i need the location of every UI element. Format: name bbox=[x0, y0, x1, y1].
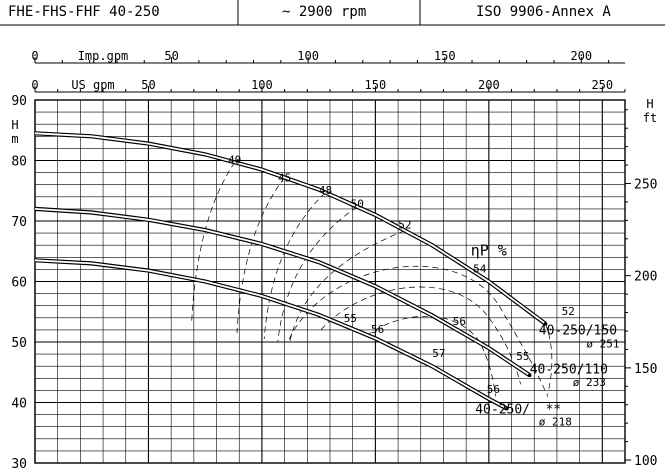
head-m-tick-label: 90 bbox=[11, 94, 27, 109]
efficiency-label: 52 bbox=[562, 305, 575, 318]
efficiency-iso-line bbox=[236, 177, 285, 333]
efficiency-label: 57 bbox=[432, 347, 445, 360]
efficiency-label: 56 bbox=[453, 315, 466, 328]
chart-labels: 40 45 48 50 52 54 52 55 56 56 57 55 56 ηP % 40-250/150… bbox=[228, 154, 619, 429]
imp-gpm-tick-label: 150 bbox=[434, 49, 456, 63]
us-gpm-tick-label: 250 bbox=[591, 78, 613, 92]
curve-label: 40-250/ bbox=[475, 402, 530, 417]
head-ft-axis-label: H bbox=[646, 97, 653, 111]
head-curve-inner bbox=[34, 259, 508, 410]
imp-gpm-tick-label: 0 bbox=[31, 49, 38, 63]
imp-gpm-axis-label: Imp.gpm bbox=[78, 49, 129, 63]
efficiency-label: 48 bbox=[319, 184, 332, 197]
efficiency-label: 56 bbox=[371, 323, 384, 336]
imp-gpm-tick-label: 100 bbox=[297, 49, 319, 63]
chart-grid bbox=[34, 99, 626, 464]
head-curves bbox=[34, 131, 548, 411]
imp-gpm-tick-label: 50 bbox=[164, 49, 178, 63]
head-curve-inner bbox=[34, 132, 547, 325]
head-ft-tick-label: 200 bbox=[634, 270, 657, 285]
head-m-tick-label: 80 bbox=[11, 155, 27, 170]
efficiency-label: 40 bbox=[228, 154, 241, 167]
curve-label: ** bbox=[546, 402, 562, 417]
header-model: FHE-FHS-FHF 40-250 bbox=[8, 4, 160, 20]
head-m-tick-label: 70 bbox=[11, 215, 27, 230]
efficiency-label: 50 bbox=[351, 198, 364, 211]
us-gpm-axis-label: US gpm bbox=[71, 78, 114, 92]
us-gpm-tick-label: 0 bbox=[31, 78, 38, 92]
curve-label: 40-250/110 bbox=[530, 362, 608, 377]
head-curve-inner bbox=[34, 208, 531, 377]
efficiency-iso-line bbox=[288, 230, 406, 346]
curve-end-marker bbox=[543, 322, 548, 326]
curve-label: ø 233 bbox=[573, 376, 606, 389]
imp-gpm-tick-label: 200 bbox=[570, 49, 592, 63]
efficiency-iso-line bbox=[288, 265, 549, 397]
efficiency-iso-line bbox=[545, 323, 553, 394]
curve-label: 40-250/150 bbox=[539, 324, 617, 339]
head-curve-outline bbox=[34, 206, 531, 378]
head-m-axis-label: H bbox=[11, 118, 18, 132]
efficiency-iso-line bbox=[263, 192, 326, 340]
efficiency-axis-label: ηP % bbox=[471, 241, 507, 259]
efficiency-curves bbox=[191, 162, 553, 397]
efficiency-label: 45 bbox=[278, 172, 291, 185]
efficiency-iso-line bbox=[191, 162, 235, 324]
efficiency-iso-line bbox=[366, 315, 497, 397]
efficiency-label: 54 bbox=[473, 262, 487, 275]
header-frame bbox=[0, 0, 665, 26]
us-gpm-tick-label: 200 bbox=[478, 78, 500, 92]
curve-end-marker bbox=[505, 406, 509, 411]
efficiency-label: 55 bbox=[516, 350, 529, 363]
efficiency-label: 52 bbox=[398, 218, 411, 231]
efficiency-label: 56 bbox=[487, 383, 500, 396]
header-speed: ~ 2900 rpm bbox=[282, 4, 367, 20]
us-gpm-tick-label: 50 bbox=[141, 78, 155, 92]
head-curve-outline bbox=[34, 258, 508, 411]
head-ft-tick-label: 100 bbox=[634, 454, 657, 468]
head-m-tick-label: 60 bbox=[11, 276, 27, 291]
head-m-axis-unit: m bbox=[11, 132, 18, 146]
head-ft-tick-label: 150 bbox=[634, 362, 657, 377]
head-ft-axis-unit: ft bbox=[643, 111, 657, 125]
us-gpm-tick-label: 100 bbox=[251, 78, 273, 92]
head-ft-tick-label: 250 bbox=[634, 178, 657, 193]
curve-label: ø 218 bbox=[539, 415, 572, 428]
chart-axes: 0 50 100 150 200 Imp.gpm 0 50 100 150 200 250 US gpm… bbox=[11, 49, 657, 468]
head-m-tick-label: 40 bbox=[11, 397, 27, 412]
header-standard: ISO 9906-Annex A bbox=[476, 4, 611, 20]
head-m-tick-label: 30 bbox=[11, 457, 27, 468]
curve-label: ø 251 bbox=[586, 337, 619, 350]
curve-end-marker bbox=[527, 373, 532, 378]
efficiency-label: 55 bbox=[344, 312, 357, 325]
plot-frame bbox=[34, 99, 626, 464]
efficiency-iso-line bbox=[277, 206, 358, 343]
head-curve-outline bbox=[34, 131, 547, 326]
us-gpm-tick-label: 150 bbox=[365, 78, 387, 92]
head-m-tick-label: 50 bbox=[11, 336, 27, 351]
